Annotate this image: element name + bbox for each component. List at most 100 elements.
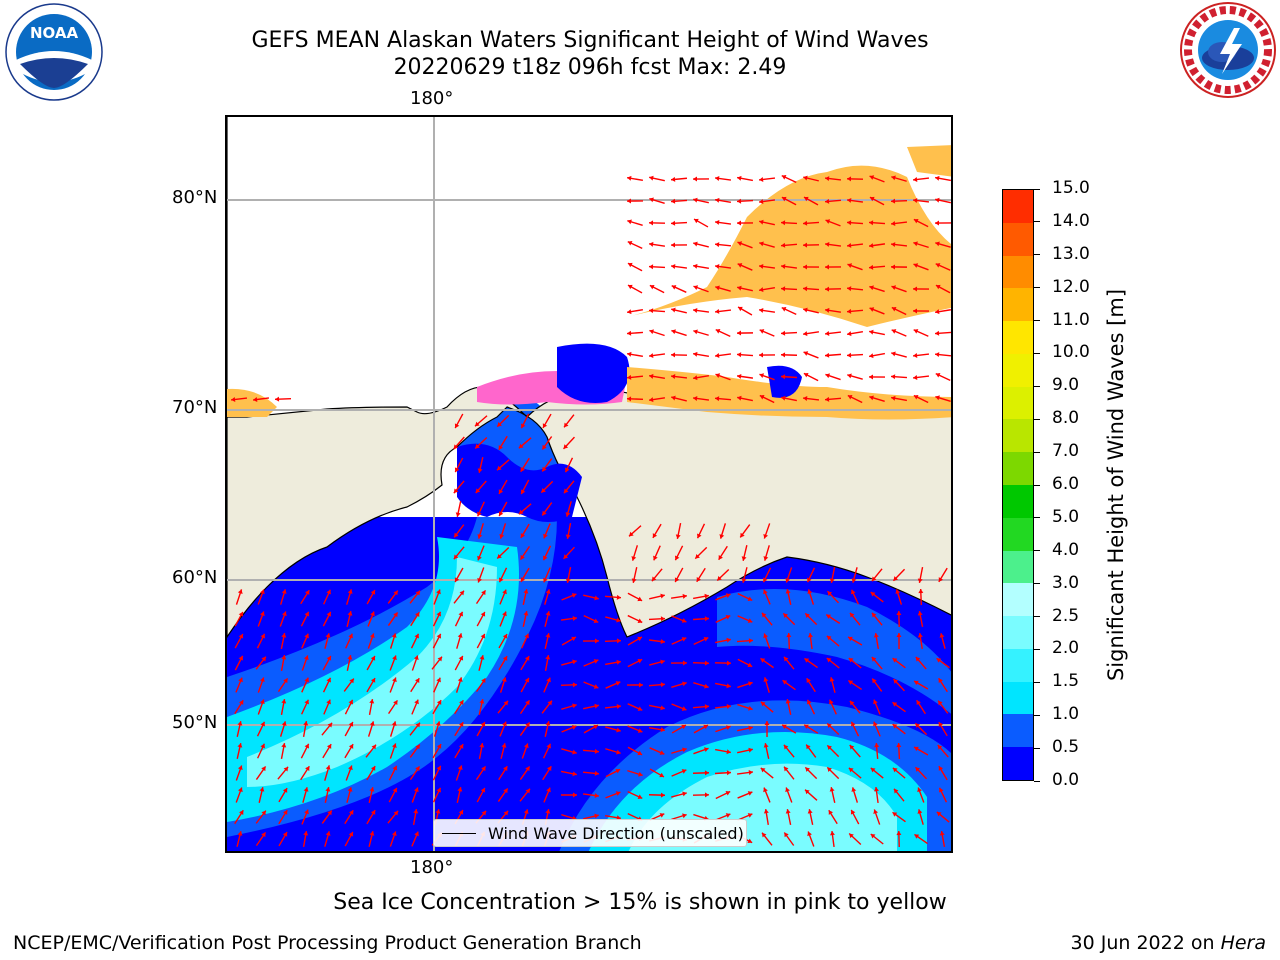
wave-arrow-head (759, 373, 765, 379)
wave-arrow-head (726, 660, 731, 666)
wave-arrow-head (454, 423, 460, 429)
sea-ice-arctic (627, 165, 951, 327)
wave-arrow-head (869, 243, 874, 249)
wave-arrow-head (571, 636, 576, 642)
wave-arrow-head (499, 534, 505, 539)
wave-arrow-head (525, 700, 530, 706)
colorbar-tick-mark (1034, 254, 1040, 256)
wave-arrow-head (807, 831, 812, 837)
wave-arrow-head (825, 286, 830, 292)
colorbar-cell (1003, 648, 1033, 682)
wave-arrow-head (849, 612, 855, 618)
wave-arrow-head (457, 677, 463, 682)
wave-arrow-head (682, 593, 687, 599)
wave-arrow-head (829, 787, 835, 792)
wave-arrow-head (481, 766, 486, 772)
wave-arrow-head (917, 787, 922, 793)
wave-arrow-head (649, 241, 654, 247)
wave-arrow-head (627, 351, 632, 357)
wave-arrow-head (501, 743, 507, 748)
wave-arrow-head (847, 242, 852, 248)
wave-arrow-head (237, 721, 243, 726)
map-legend: Wind Wave Direction (unscaled) (433, 819, 747, 847)
wave-arrow-head (935, 352, 940, 358)
wave-arrow-head (671, 352, 676, 358)
colorbar-cell (1003, 484, 1033, 518)
wave-arrow-head (436, 744, 442, 749)
wave-arrow-head (803, 286, 808, 292)
wave-arrow-head (784, 766, 789, 772)
wave-arrow-head (475, 443, 480, 449)
wave-arrow-head (717, 575, 722, 581)
wave-arrow-head (325, 633, 331, 638)
wave-arrow-head (726, 704, 731, 709)
wave-arrow-head (807, 699, 812, 705)
wave-arrow-head (869, 395, 874, 401)
wave-arrow-head (803, 196, 809, 202)
wave-arrow-head (594, 595, 599, 601)
wave-arrow-head (347, 655, 353, 660)
wave-arrow-head (637, 728, 643, 733)
wave-arrow-head (458, 810, 464, 815)
wave-arrow-head (459, 700, 464, 706)
wave-arrow-head (849, 700, 855, 706)
wave-arrow-head (704, 704, 709, 710)
wave-arrow-head (803, 351, 809, 356)
wave-arrow-head (935, 395, 940, 401)
wave-arrow-head (616, 727, 621, 733)
wave-arrow-head (480, 633, 486, 639)
wave-arrow-head (696, 577, 701, 582)
wave-arrow-head (748, 638, 753, 644)
wave-arrow-head (498, 489, 504, 494)
wave-arrow-head (547, 700, 552, 706)
wave-arrow-head (715, 242, 720, 248)
wave-arrow-head (825, 176, 830, 182)
colorbar-tick-label: 2.0 (1052, 638, 1080, 659)
wave-arrow-head (918, 589, 924, 594)
wave-arrow-head (671, 329, 676, 335)
wave-arrow-head (829, 831, 835, 836)
wave-arrow-head (502, 589, 507, 595)
wave-arrow-head (415, 590, 420, 596)
wave-arrow-head (671, 242, 676, 248)
wave-arrow-head (781, 242, 786, 248)
wave-arrow-head (659, 813, 665, 818)
wave-arrow-head (748, 681, 753, 687)
wave-arrow-head (237, 743, 243, 748)
wave-arrow-head (238, 677, 243, 683)
wave-arrow-head (348, 633, 353, 639)
wave-arrow-head (847, 352, 852, 358)
colorbar-cell (1003, 583, 1033, 617)
colorbar-cell (1003, 747, 1033, 780)
wave-arrow-head (891, 395, 896, 401)
wave-arrow-head (827, 591, 833, 596)
wave-arrow-head (498, 577, 504, 583)
chart-title: GEFS MEAN Alaskan Waters Significant Hei… (251, 28, 929, 53)
wave-arrow-head (651, 576, 657, 582)
wave-arrow-head (391, 721, 397, 726)
wave-arrow-head (437, 656, 442, 662)
wave-arrow-head (892, 812, 898, 817)
wave-arrow-head (649, 264, 654, 270)
wave-arrow-head (693, 351, 698, 357)
wave-arrow-head (725, 790, 731, 796)
wave-arrow-head (616, 594, 621, 600)
wave-arrow-head (392, 765, 398, 771)
wave-arrow-head (681, 769, 687, 774)
wave-arrow-head (543, 577, 548, 583)
colorbar-tick-label: 15.0 (1052, 178, 1090, 198)
wave-arrow-head (616, 704, 621, 710)
wave-arrow-head (764, 721, 770, 726)
wave-arrow-head (253, 397, 258, 402)
wave-arrow-head (347, 589, 353, 594)
wave-arrow-head (594, 793, 599, 799)
wave-arrow-head (572, 771, 577, 777)
wave-arrow-head (869, 353, 874, 359)
wave-arrow-head (869, 264, 874, 270)
wave-arrow-head (305, 766, 310, 771)
wave-arrow-head (781, 352, 786, 358)
wave-arrow-head (518, 443, 524, 449)
wave-arrow-head (891, 351, 896, 357)
wave-arrow-head (649, 353, 654, 359)
wave-band-7 (717, 589, 951, 714)
